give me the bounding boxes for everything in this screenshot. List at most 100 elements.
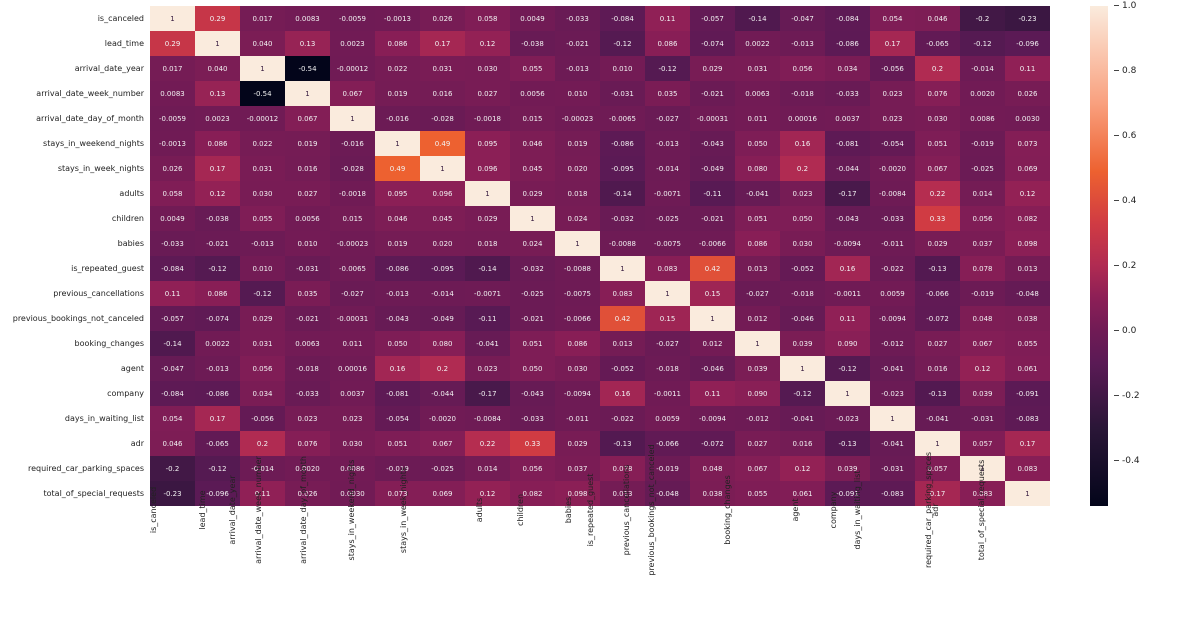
heatmap-cell: 0.014 <box>960 181 1005 206</box>
heatmap-cell: 0.022 <box>375 56 420 81</box>
y-axis-label: agent <box>0 356 148 381</box>
heatmap-cell: 0.086 <box>735 231 780 256</box>
y-axis-label: babies <box>0 231 148 256</box>
heatmap-cell: -0.046 <box>690 356 735 381</box>
heatmap-cell: 0.014 <box>465 456 510 481</box>
heatmap-cell: -0.019 <box>960 281 1005 306</box>
heatmap-cell: 0.029 <box>465 206 510 231</box>
heatmap-cell: 0.0030 <box>1005 106 1050 131</box>
y-axis-label: adults <box>0 181 148 206</box>
heatmap-cell: 0.095 <box>465 131 510 156</box>
heatmap-cell: -0.056 <box>240 406 285 431</box>
heatmap-cell: 0.11 <box>690 381 735 406</box>
heatmap-cell: 0.49 <box>420 131 465 156</box>
heatmap-cell: 0.0086 <box>960 106 1005 131</box>
heatmap-cell: 0.16 <box>780 131 825 156</box>
heatmap-cell: 0.076 <box>915 81 960 106</box>
heatmap-cell: 0.098 <box>1005 231 1050 256</box>
heatmap-cell: 0.056 <box>510 456 555 481</box>
heatmap-cell: 0.12 <box>780 456 825 481</box>
heatmap-cell: -0.054 <box>870 131 915 156</box>
heatmap-cell: 0.067 <box>420 431 465 456</box>
heatmap-grid: 10.290.0170.0083-0.0059-0.00130.0260.058… <box>150 6 1050 506</box>
heatmap-cell: 0.0020 <box>960 81 1005 106</box>
heatmap-cell: 0.015 <box>510 106 555 131</box>
heatmap-cell: -0.0013 <box>375 6 420 31</box>
heatmap-cell: -0.17 <box>465 381 510 406</box>
heatmap-cell: 0.080 <box>420 331 465 356</box>
heatmap-cell: 0.030 <box>240 181 285 206</box>
heatmap-cell: 0.031 <box>735 56 780 81</box>
heatmap-cell: 1 <box>510 206 555 231</box>
heatmap-cell: -0.12 <box>195 256 240 281</box>
heatmap-cell: -0.031 <box>600 81 645 106</box>
heatmap-cell: -0.072 <box>915 306 960 331</box>
heatmap-cell: 1 <box>375 131 420 156</box>
heatmap-cell: 0.026 <box>420 6 465 31</box>
heatmap-cell: 0.22 <box>915 181 960 206</box>
heatmap-cell: 0.015 <box>330 206 375 231</box>
heatmap-cell: -0.065 <box>195 431 240 456</box>
heatmap-cell: 1 <box>780 356 825 381</box>
heatmap-cell: 0.15 <box>690 281 735 306</box>
x-axis-label: is_canceled <box>150 510 195 630</box>
heatmap-cell: -0.14 <box>735 6 780 31</box>
heatmap-cell: 0.29 <box>195 6 240 31</box>
y-axis-label: arrival_date_day_of_month <box>0 106 148 131</box>
heatmap-cell: 0.034 <box>240 381 285 406</box>
heatmap-cell: -0.054 <box>375 406 420 431</box>
heatmap-cell: -0.081 <box>375 381 420 406</box>
heatmap-cell: -0.033 <box>870 206 915 231</box>
heatmap-cell: 0.086 <box>195 281 240 306</box>
y-axis-label: previous_cancellations <box>0 281 148 306</box>
heatmap-cell: 0.096 <box>465 156 510 181</box>
heatmap-cell: -0.027 <box>735 281 780 306</box>
y-axis-label: company <box>0 381 148 406</box>
heatmap-cell: -0.016 <box>375 106 420 131</box>
heatmap-cell: 0.026 <box>150 156 195 181</box>
heatmap-cell: -0.043 <box>375 306 420 331</box>
y-axis-label: stays_in_weekend_nights <box>0 131 148 156</box>
heatmap-cell: 0.030 <box>780 231 825 256</box>
heatmap-cell: -0.0094 <box>690 406 735 431</box>
heatmap-cell: -0.038 <box>510 31 555 56</box>
heatmap-cell: -0.12 <box>825 356 870 381</box>
heatmap-cell: 0.018 <box>465 231 510 256</box>
heatmap-cell: 0.046 <box>915 6 960 31</box>
heatmap-cell: 0.020 <box>555 156 600 181</box>
heatmap-cell: 1 <box>825 381 870 406</box>
heatmap-cell: 0.035 <box>285 281 330 306</box>
heatmap-cell: 0.017 <box>240 6 285 31</box>
colorbar-tick: 0.0 <box>1114 326 1136 336</box>
heatmap-cell: 0.029 <box>510 181 555 206</box>
heatmap-cell: -0.044 <box>825 156 870 181</box>
heatmap-cell: 0.067 <box>285 106 330 131</box>
heatmap-cell: -0.0065 <box>600 106 645 131</box>
heatmap-cell: -0.043 <box>690 131 735 156</box>
heatmap-cell: 0.038 <box>1005 306 1050 331</box>
heatmap-cell: 0.083 <box>1005 456 1050 481</box>
heatmap-cell: -0.0071 <box>465 281 510 306</box>
heatmap-cell: 0.0023 <box>195 106 240 131</box>
heatmap-cell: 0.010 <box>600 56 645 81</box>
y-axis-label: children <box>0 206 148 231</box>
heatmap-cell: -0.084 <box>150 381 195 406</box>
heatmap-cell: -0.0013 <box>150 131 195 156</box>
y-axis-label: stays_in_week_nights <box>0 156 148 181</box>
heatmap-cell: 0.2 <box>240 431 285 456</box>
heatmap-cell: -0.083 <box>1005 406 1050 431</box>
heatmap-cell: -0.12 <box>240 281 285 306</box>
heatmap-cell: 0.048 <box>960 306 1005 331</box>
heatmap-cell: 0.016 <box>285 156 330 181</box>
heatmap-cell: -0.14 <box>465 256 510 281</box>
heatmap-cell: 0.050 <box>510 356 555 381</box>
heatmap-cell: 0.13 <box>195 81 240 106</box>
heatmap-cell: 0.058 <box>150 181 195 206</box>
heatmap-cell: -0.0094 <box>825 231 870 256</box>
heatmap-cell: 0.030 <box>465 56 510 81</box>
heatmap-cell: 0.022 <box>240 131 285 156</box>
heatmap-cell: 0.2 <box>915 56 960 81</box>
heatmap-cell: 0.046 <box>150 431 195 456</box>
y-axis-label: lead_time <box>0 31 148 56</box>
heatmap-cell: -0.047 <box>150 356 195 381</box>
